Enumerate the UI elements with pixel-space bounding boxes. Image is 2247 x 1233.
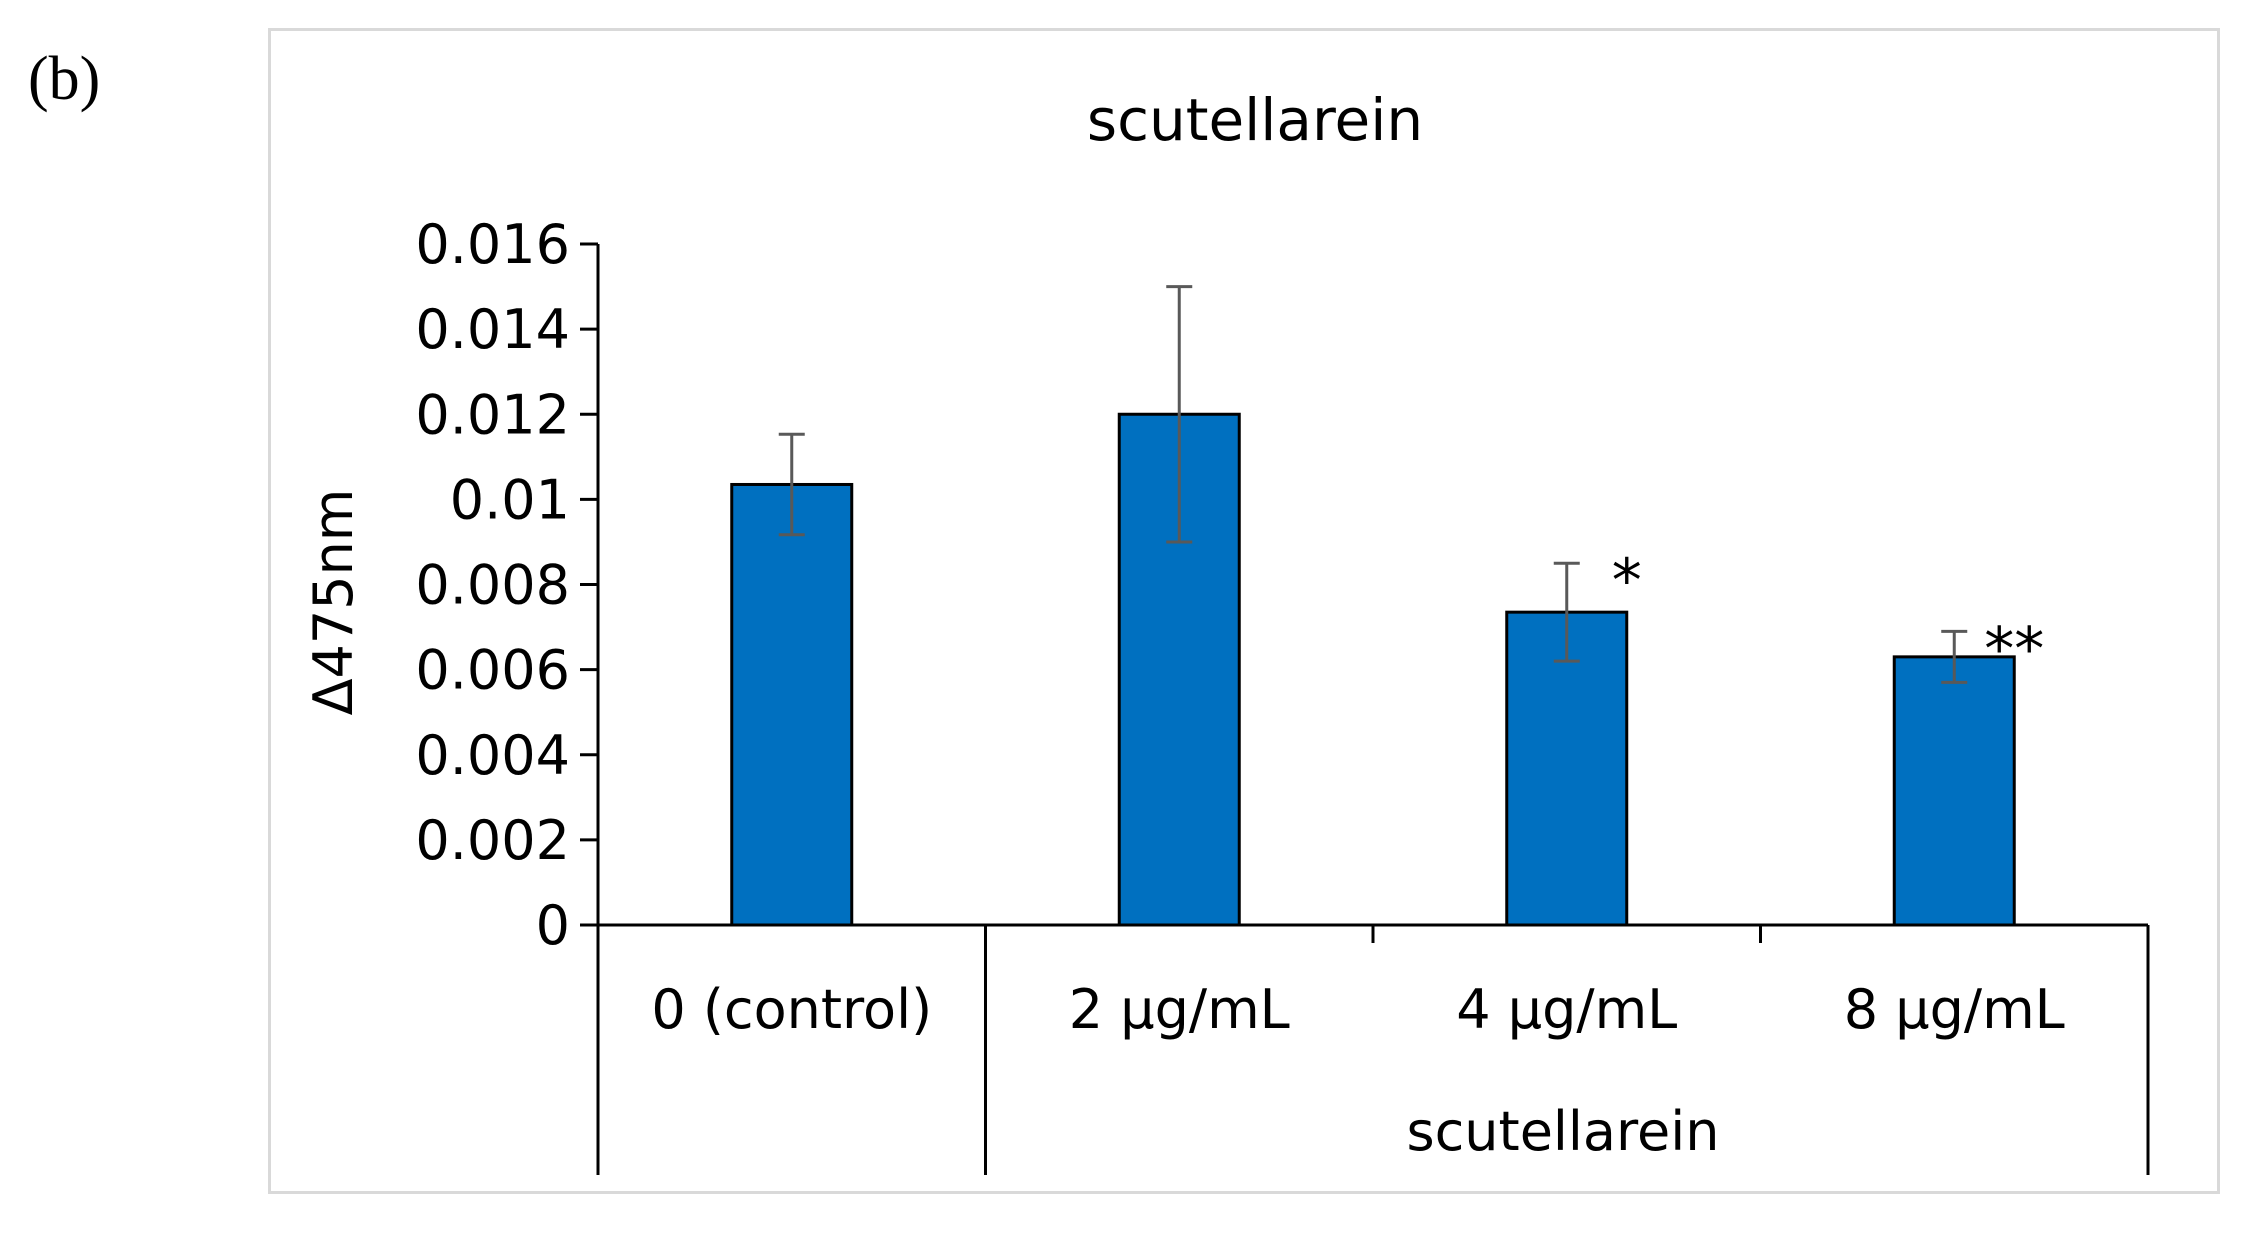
chart-title: scutellarein xyxy=(1087,86,1423,154)
y-tick-label: 0.004 xyxy=(415,724,570,787)
y-tick-label: 0.016 xyxy=(415,213,570,276)
significance-marker: ** xyxy=(1984,614,2044,684)
x-tick-label: 8 µg/mL xyxy=(1844,978,2065,1041)
y-tick-label: 0.01 xyxy=(450,468,570,531)
chart-frame xyxy=(268,28,2220,1194)
bar xyxy=(1505,610,1629,927)
x-tick-label: 4 µg/mL xyxy=(1456,978,1677,1041)
bar xyxy=(730,482,854,927)
x-tick-label: 0 (control) xyxy=(651,978,932,1041)
bar xyxy=(1892,655,2016,927)
y-tick-label: 0.012 xyxy=(415,383,570,446)
y-tick-label: 0.008 xyxy=(415,554,570,617)
y-tick-label: 0.006 xyxy=(415,639,570,702)
x-tick-label: 2 µg/mL xyxy=(1069,978,1290,1041)
significance-marker: * xyxy=(1612,546,1642,616)
y-tick-label: 0.002 xyxy=(415,809,570,872)
panel-label: (b) xyxy=(28,45,101,113)
y-tick-label: 0.014 xyxy=(415,298,570,361)
y-tick-label: 0 xyxy=(536,894,570,957)
y-axis-label: Δ475nm xyxy=(302,489,365,716)
group-label: scutellarein xyxy=(1406,1100,1719,1163)
